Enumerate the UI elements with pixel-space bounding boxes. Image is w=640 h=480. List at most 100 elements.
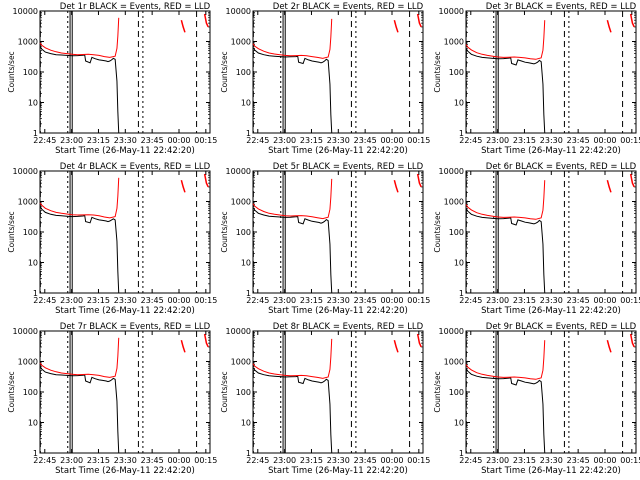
series-line-lld-tail bbox=[393, 340, 399, 353]
x-tick-label: 23:45 bbox=[567, 136, 590, 145]
x-axis-label: Start Time (26-May-11 22:42:20) bbox=[268, 306, 408, 316]
y-tick-label: 1 bbox=[33, 449, 38, 458]
y-tick-label: 100 bbox=[23, 68, 38, 77]
y-tick-label: 1000 bbox=[18, 198, 38, 207]
y-tick-label: 100 bbox=[449, 68, 464, 77]
panel-title: Det 9r BLACK = Events, RED = LLD bbox=[486, 322, 637, 332]
x-tick-label: 22:45 bbox=[33, 296, 56, 305]
panel-title: Det 8r BLACK = Events, RED = LLD bbox=[273, 322, 424, 332]
y-tick-label: 10 bbox=[241, 259, 251, 268]
y-tick-label: 1000 bbox=[18, 38, 38, 47]
series-line-lld-tail bbox=[180, 180, 186, 193]
panel-title: Det 3r BLACK = Events, RED = LLD bbox=[486, 2, 637, 12]
y-tick-label: 1000 bbox=[444, 198, 464, 207]
y-tick-label: 100 bbox=[23, 388, 38, 397]
x-tick-label: 23:15 bbox=[87, 136, 110, 145]
x-tick-label: 00:00 bbox=[593, 296, 616, 305]
x-tick-label: 23:45 bbox=[141, 456, 164, 465]
y-tick-label: 1000 bbox=[444, 38, 464, 47]
x-tick-label: 00:00 bbox=[593, 456, 616, 465]
x-tick-label: 23:00 bbox=[486, 456, 509, 465]
x-tick-label: 23:30 bbox=[327, 296, 350, 305]
y-tick-label: 1 bbox=[246, 449, 251, 458]
y-tick-label: 1 bbox=[246, 289, 251, 298]
x-tick-label: 23:45 bbox=[567, 456, 590, 465]
detector-panel-4: Det 4r BLACK = Events, RED = LLD 1 10 100 10… bbox=[7, 162, 217, 316]
series-line-events bbox=[39, 45, 120, 134]
y-axis-label: Counts/sec bbox=[433, 51, 442, 92]
x-tick-label: 23:30 bbox=[114, 456, 137, 465]
y-tick-label: 1 bbox=[459, 449, 464, 458]
x-tick-label: 00:15 bbox=[194, 296, 217, 305]
y-tick-label: 10 bbox=[454, 99, 464, 108]
x-tick-label: 23:45 bbox=[354, 456, 377, 465]
x-tick-label: 00:00 bbox=[167, 136, 190, 145]
series-line-lld bbox=[252, 178, 333, 220]
y-tick-label: 1 bbox=[246, 129, 251, 138]
y-tick-label: 10 bbox=[241, 99, 251, 108]
x-axis-label: Start Time (26-May-11 22:42:20) bbox=[268, 146, 408, 156]
x-tick-label: 00:00 bbox=[167, 456, 190, 465]
y-tick-label: 1 bbox=[459, 129, 464, 138]
series-line-lld-tail bbox=[393, 20, 399, 33]
y-tick-label: 100 bbox=[23, 228, 38, 237]
panel-title: Det 4r BLACK = Events, RED = LLD bbox=[60, 162, 211, 172]
y-tick-label: 10 bbox=[28, 259, 38, 268]
x-tick-label: 23:30 bbox=[114, 296, 137, 305]
y-axis-label: Counts/sec bbox=[433, 211, 442, 252]
y-tick-label: 100 bbox=[449, 388, 464, 397]
x-tick-label: 23:45 bbox=[354, 136, 377, 145]
detector-panel-9: Det 9r BLACK = Events, RED = LLD 1 10 100 10… bbox=[433, 322, 640, 476]
series-line-events bbox=[39, 205, 120, 294]
series-line-events bbox=[465, 368, 546, 454]
series-line-lld bbox=[465, 340, 546, 380]
y-tick-label: 1 bbox=[459, 289, 464, 298]
x-tick-label: 00:00 bbox=[593, 136, 616, 145]
y-axis-label: Counts/sec bbox=[7, 51, 16, 92]
detector-panel-2: Det 2r BLACK = Events, RED = LLD 1 10 100 10… bbox=[220, 2, 430, 156]
x-tick-label: 23:45 bbox=[354, 296, 377, 305]
series-line-lld bbox=[39, 17, 120, 58]
series-line-lld-tail bbox=[629, 173, 635, 188]
x-tick-label: 23:00 bbox=[273, 456, 296, 465]
series-line-lld bbox=[252, 338, 333, 379]
panel-title: Det 5r BLACK = Events, RED = LLD bbox=[273, 162, 424, 172]
x-tick-label: 22:45 bbox=[246, 136, 269, 145]
x-tick-label: 23:00 bbox=[273, 136, 296, 145]
x-tick-label: 22:45 bbox=[33, 456, 56, 465]
series-line-events bbox=[252, 46, 333, 134]
x-tick-label: 23:30 bbox=[327, 456, 350, 465]
y-axis-label: Counts/sec bbox=[7, 211, 16, 252]
x-tick-label: 23:45 bbox=[567, 296, 590, 305]
y-tick-label: 100 bbox=[449, 228, 464, 237]
x-tick-label: 23:15 bbox=[87, 456, 110, 465]
x-axis-label: Start Time (26-May-11 22:42:20) bbox=[481, 146, 621, 156]
x-tick-label: 22:45 bbox=[459, 296, 482, 305]
series-line-lld-tail bbox=[203, 173, 209, 188]
y-tick-label: 10000 bbox=[13, 7, 38, 16]
x-tick-label: 23:00 bbox=[60, 136, 83, 145]
x-tick-label: 23:30 bbox=[540, 296, 563, 305]
series-line-events bbox=[465, 48, 546, 134]
y-tick-label: 10000 bbox=[439, 7, 464, 16]
x-tick-label: 00:15 bbox=[194, 136, 217, 145]
x-tick-label: 23:00 bbox=[486, 136, 509, 145]
detector-panel-8: Det 8r BLACK = Events, RED = LLD 1 10 100 10… bbox=[220, 322, 430, 476]
y-tick-label: 10000 bbox=[439, 327, 464, 336]
series-line-events bbox=[252, 366, 333, 454]
series-line-lld-tail bbox=[416, 13, 422, 28]
x-tick-label: 23:15 bbox=[87, 296, 110, 305]
y-tick-label: 10000 bbox=[13, 167, 38, 176]
y-tick-label: 10000 bbox=[439, 167, 464, 176]
y-axis-label: Counts/sec bbox=[220, 211, 229, 252]
y-tick-label: 100 bbox=[236, 68, 251, 77]
x-tick-label: 22:45 bbox=[246, 456, 269, 465]
y-tick-label: 1 bbox=[33, 289, 38, 298]
x-tick-label: 22:45 bbox=[459, 136, 482, 145]
y-axis-label: Counts/sec bbox=[220, 371, 229, 412]
series-line-lld bbox=[465, 20, 546, 60]
x-tick-label: 23:00 bbox=[60, 296, 83, 305]
y-axis-label: Counts/sec bbox=[7, 371, 16, 412]
series-line-events bbox=[252, 206, 333, 294]
